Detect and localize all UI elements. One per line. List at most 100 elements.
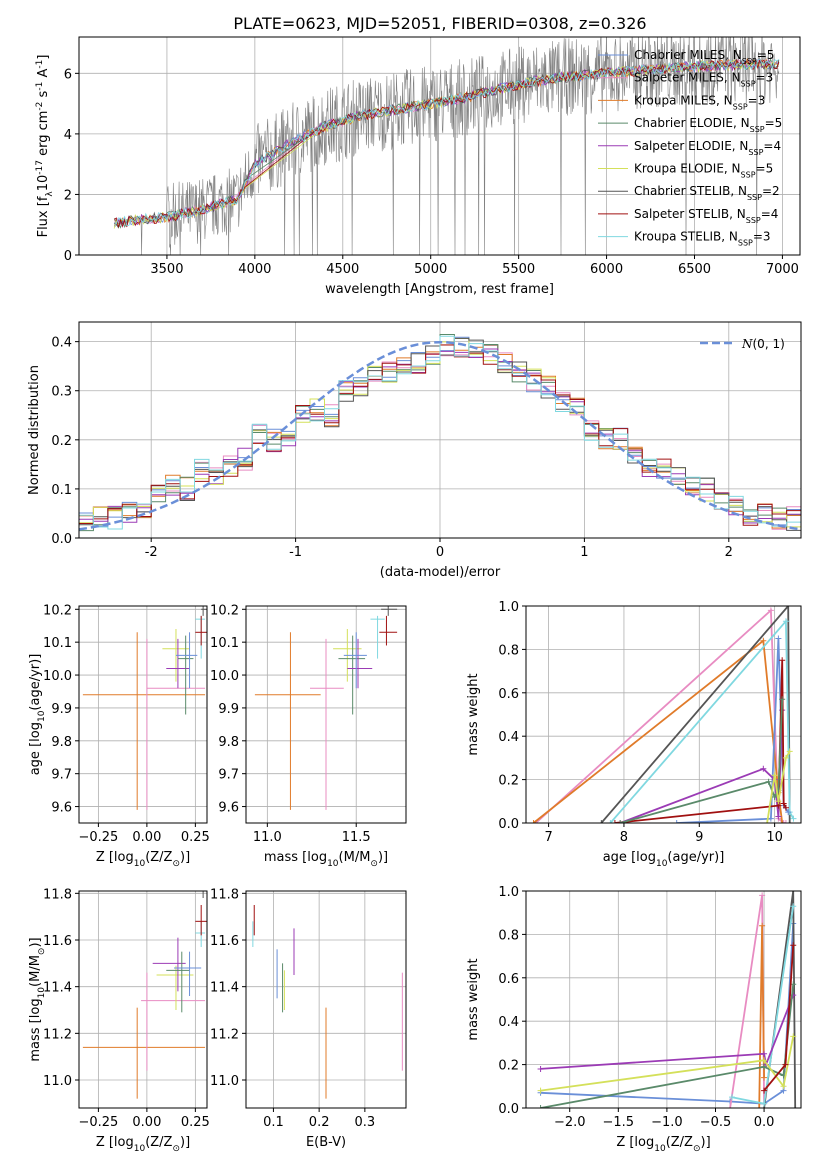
y-tick-label: 10.0 (43, 669, 72, 684)
data-point (760, 765, 767, 772)
y-tick-label: 9.7 (218, 768, 239, 783)
x-tick-label: 7 (544, 830, 552, 845)
data-point (764, 820, 771, 823)
data-point (727, 1105, 734, 1108)
y-axis-label: mass [log10(M/M⊙)] (28, 937, 47, 1061)
y-tick-label: 11.8 (43, 887, 72, 902)
legend-label: Chabrier MILES, NSSP=5 (634, 48, 774, 66)
x-tick-label: 11.0 (253, 830, 282, 845)
y-tick-label: 11.4 (43, 981, 72, 996)
y-tick-label: 0.6 (498, 687, 519, 702)
data-point (767, 607, 774, 614)
plot-area (79, 334, 801, 532)
errorbar-chabrier-miles (174, 951, 202, 996)
y-tick-label: 0.2 (498, 1059, 519, 1074)
x-tick-label: 4000 (238, 262, 271, 277)
x-tick-label: 0.25 (181, 1115, 210, 1130)
legend-label: Salpeter ELODIE, NSSP=4 (634, 139, 781, 157)
figure-title: PLATE=0623, MJD=52051, FIBERID=0308, z=0… (233, 14, 646, 33)
x-tick-label: 5000 (414, 262, 447, 277)
data-point (780, 800, 787, 807)
y-tick-label: 9.8 (51, 735, 72, 750)
y-tick-label: 0.3 (51, 385, 72, 400)
errorbar-kroupa-miles (82, 632, 206, 810)
x-axis-label: Z [log10(Z/Z⊙)] (96, 1135, 190, 1154)
panel-7: −2.0 −1.5 −1.0 −0.5 0.0 0.0 0.2 0.4 0.6 0.8 1.0 Z [… (466, 885, 802, 1154)
y-axis-label: mass weight (466, 958, 481, 1040)
x-tick-label: 0.00 (132, 830, 161, 845)
data-point (673, 820, 680, 823)
plot-frame (525, 890, 802, 1109)
x-tick-label: 0.00 (132, 1115, 161, 1130)
mass-weight-line-salpeter-elodie (619, 710, 784, 823)
x-axis-label: Z [log10(Z/Z⊙)] (616, 1135, 710, 1154)
y-tick-label: 0.1 (51, 483, 72, 498)
x-tick-label: −2.0 (554, 1115, 586, 1130)
y-tick-label: 0.0 (51, 532, 72, 547)
data-point (765, 778, 772, 785)
y-tick-label: 0 (64, 249, 72, 264)
data-point (756, 1105, 763, 1108)
legend-label: Chabrier STELIB, NSSP=2 (634, 184, 780, 202)
y-tick-label: 0.0 (498, 1102, 519, 1117)
plot-frame (245, 890, 407, 1109)
y-tick-label: 11.2 (210, 1027, 239, 1042)
y-tick-label: 9.7 (51, 768, 72, 783)
y-tick-label: 0.8 (498, 928, 519, 943)
panel-5: −0.25 0.00 0.25 11.0 11.2 11.4 11.6 11.8 Z [log1… (28, 887, 210, 1154)
data-point (760, 637, 767, 644)
y-tick-label: 9.9 (51, 702, 72, 717)
x-tick-label: 0.2 (309, 1115, 330, 1130)
errorbar-kroupa-elodie (156, 965, 194, 1010)
y-axis-label: Normed distribution (27, 365, 42, 495)
data-point (782, 1061, 789, 1068)
y-tick-label: 10.0 (210, 669, 239, 684)
model-spectrum-salpeter-stelib (114, 58, 780, 228)
data-point (785, 606, 792, 609)
errorbar-kroupa-stelib (195, 921, 206, 947)
errorbar-chabrier-elodie (166, 951, 190, 1013)
y-tick-label: 0.0 (498, 817, 519, 832)
data-point (617, 820, 624, 823)
plot-area (537, 891, 799, 1108)
x-tick-label: 0.0 (754, 1115, 775, 1130)
data-point (780, 820, 787, 823)
y-axis-label: age [log10(age/yr)] (28, 654, 47, 776)
panel-4: 7 8 9 10 0.0 0.2 0.4 0.6 0.8 1.0 age [log10(age/yr… (466, 600, 802, 869)
plot-frame (78, 36, 801, 256)
legend: N(0, 1) (700, 337, 785, 351)
y-tick-label: 9.6 (51, 801, 72, 816)
observed-spectrum (113, 37, 780, 255)
data-point (761, 1100, 768, 1107)
mass-weight-line-kroupa-elodie (540, 1036, 795, 1092)
data-point (611, 820, 618, 823)
data-point (792, 1105, 799, 1108)
plot-area (113, 37, 780, 255)
data-point (779, 657, 786, 664)
errorbar-salpeter-stelib (195, 615, 207, 646)
errorbar-salpeter-stelib (379, 615, 398, 646)
plot-area (252, 905, 403, 1099)
y-tick-label: 11.4 (210, 981, 239, 996)
y-tick-label: 11.6 (210, 934, 239, 949)
data-point (782, 754, 789, 761)
x-axis-label: E(B-V) (306, 1135, 346, 1150)
plot-area (530, 606, 797, 823)
data-point (598, 820, 605, 823)
panel-3: 11.0 11.5 9.6 9.7 9.8 9.9 10.0 10.1 10.2 mass [lo… (210, 603, 407, 869)
residual-histogram-kroupa-stelib (79, 335, 801, 530)
errorbar-chabrier-stelib (201, 891, 207, 898)
data-point (782, 618, 789, 625)
data-point (771, 772, 778, 779)
errorbar-kroupa-miles (254, 632, 321, 810)
errorbar-chabrier-miles (343, 632, 367, 689)
legend-label: Kroupa MILES, NSSP=3 (634, 93, 765, 111)
data-point (790, 1033, 797, 1040)
legend: Chabrier MILES, NSSP=5 Salpeter MILES, NS… (598, 48, 782, 247)
y-tick-label: 1.0 (498, 885, 519, 900)
data-point (761, 1050, 768, 1057)
x-tick-label: −0.25 (78, 830, 118, 845)
data-point (759, 892, 766, 899)
errorbar-kroupa-stelib (370, 615, 385, 659)
